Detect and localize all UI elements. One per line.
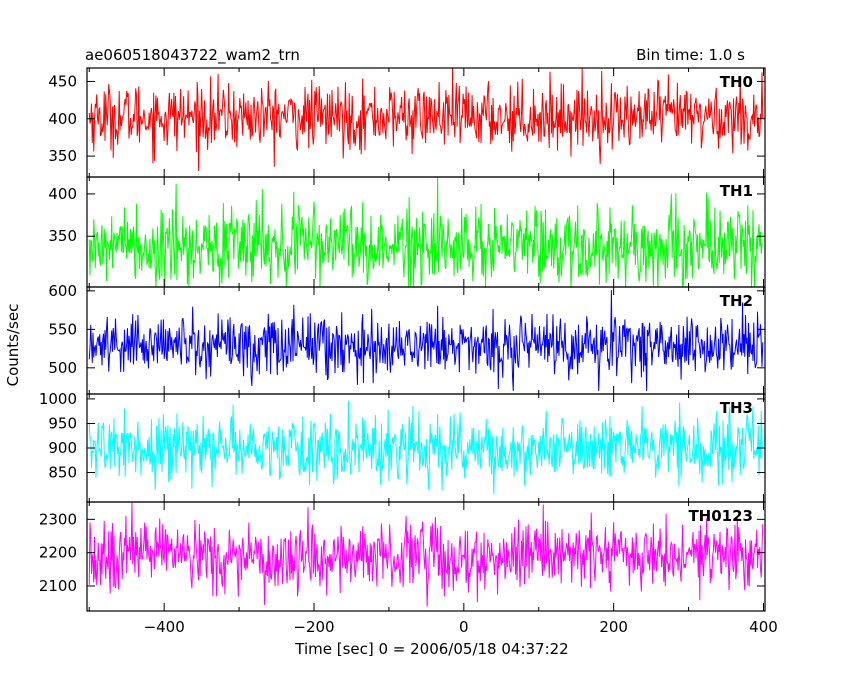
y-tick-label: 950 [48, 414, 77, 432]
x-tick-label: −200 [293, 618, 334, 636]
y-tick-label: 500 [48, 359, 77, 377]
y-tick-label: 2100 [39, 577, 77, 595]
series-line-th1 [88, 177, 764, 287]
y-tick-label: 550 [48, 320, 77, 338]
y-tick-label: 400 [48, 185, 77, 203]
y-tick-label: 400 [48, 110, 77, 128]
panel-frame-th0123 [86, 501, 766, 612]
y-tick-label: 350 [48, 147, 77, 165]
series-line-th0 [88, 68, 764, 172]
series-label-th1: TH1 [720, 182, 753, 200]
y-tick-label: 450 [48, 72, 77, 90]
y-axis-label: Counts/sec [4, 304, 22, 387]
series-line-th2 [88, 290, 764, 391]
y-tick-label: 2300 [39, 510, 77, 528]
series-label-th0123: TH0123 [688, 507, 753, 525]
y-tick-label: 1000 [39, 390, 77, 408]
x-tick-label: 0 [459, 618, 469, 636]
series-line-th0123 [88, 502, 764, 607]
y-tick-label: 900 [48, 439, 77, 457]
y-tick-label: 850 [48, 464, 77, 482]
x-axis-label: Time [sec] 0 = 2006/05/18 04:37:22 [294, 640, 568, 658]
y-tick-label: 600 [48, 282, 77, 300]
x-tick-label: 200 [599, 618, 628, 636]
series-label-th2: TH2 [720, 292, 753, 310]
series-label-th0: TH0 [720, 73, 753, 91]
bin-time-label: Bin time: 1.0 s [636, 46, 745, 64]
chart-title: ae060518043722_wam2_trn [85, 46, 300, 65]
x-tick-label: 400 [749, 618, 778, 636]
series-label-th3: TH3 [720, 399, 753, 417]
series-line-th3 [88, 400, 763, 495]
x-tick-label: −400 [144, 618, 185, 636]
y-tick-label: 2200 [39, 544, 77, 562]
y-tick-label: 350 [48, 227, 77, 245]
panels-group: 350 400 450 TH0 350 400 TH1 500 550 600 TH2 850 900 9… [39, 67, 778, 636]
